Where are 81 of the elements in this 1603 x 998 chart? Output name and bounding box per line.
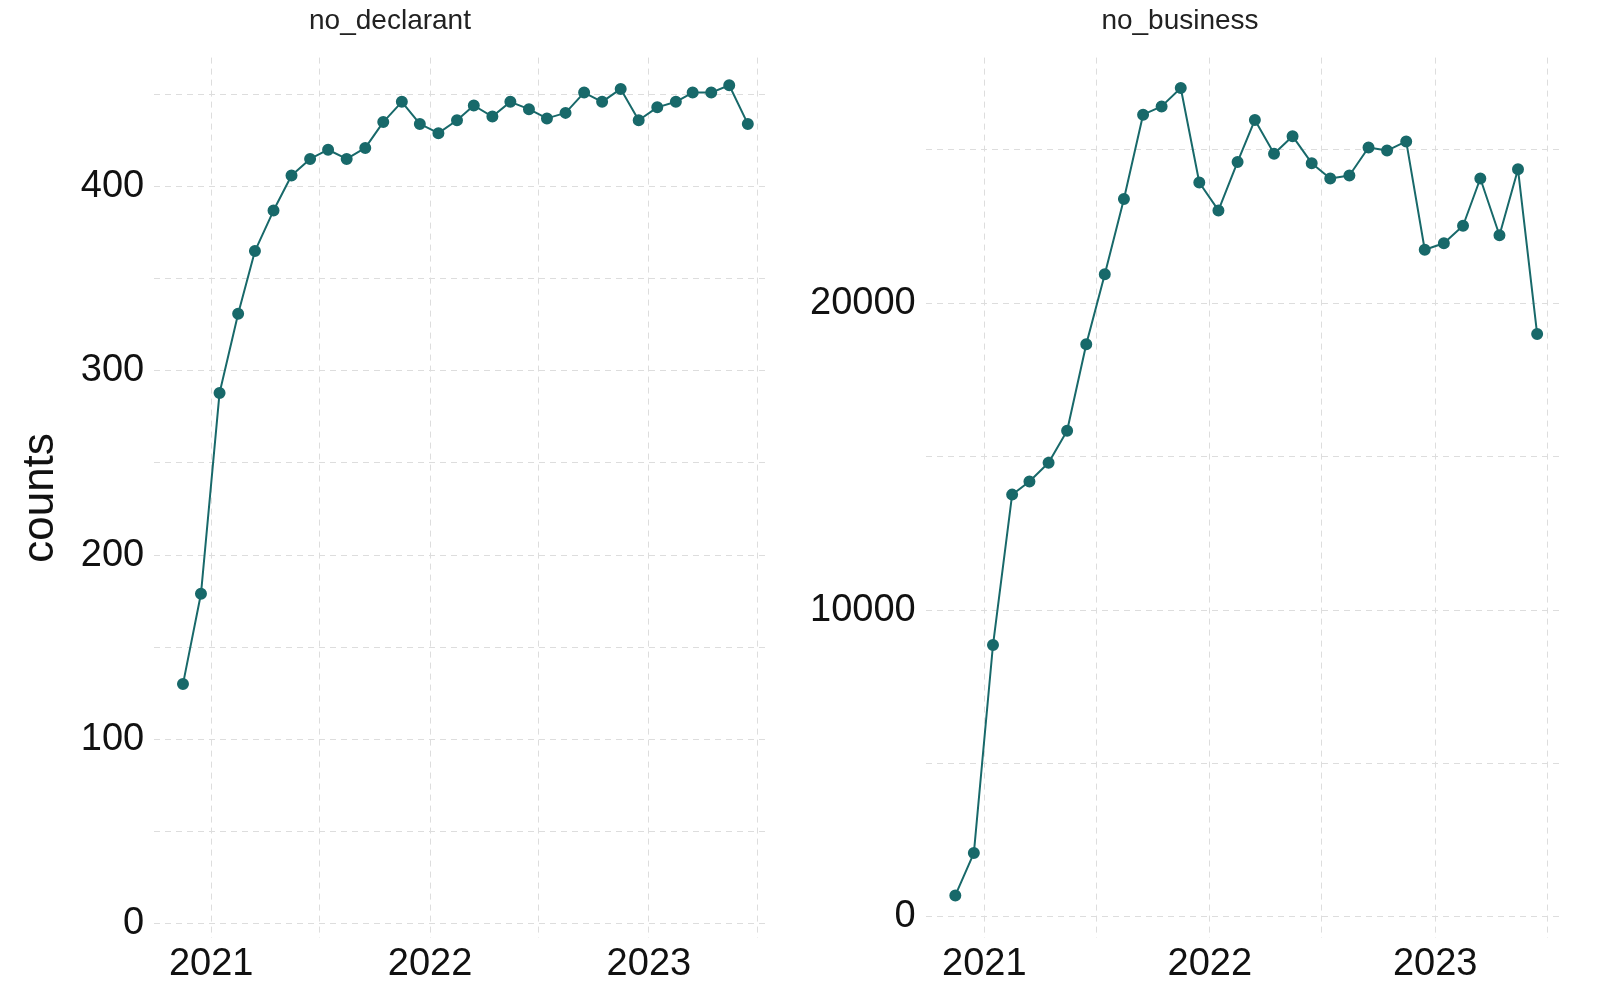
point	[1042, 456, 1055, 469]
point	[1381, 144, 1394, 157]
point	[359, 141, 372, 154]
point	[377, 116, 390, 129]
point	[194, 587, 207, 600]
point	[1193, 176, 1206, 189]
y-tick-label: 400	[80, 163, 145, 206]
y-tick-label: 200	[80, 531, 145, 574]
point	[504, 95, 517, 108]
x-tick-label: 2021	[942, 940, 1027, 983]
y-tick-label: 100	[80, 715, 145, 758]
point	[1324, 172, 1337, 185]
point	[632, 114, 645, 127]
point	[1023, 475, 1036, 488]
point	[176, 678, 189, 691]
point	[232, 307, 245, 320]
point	[1362, 141, 1375, 154]
point	[1286, 130, 1299, 143]
point	[1474, 172, 1487, 185]
point	[1231, 155, 1244, 168]
point	[1006, 488, 1019, 501]
point	[304, 152, 317, 165]
point	[1512, 163, 1524, 176]
point	[723, 79, 736, 92]
chart-title: no_business	[1101, 3, 1259, 35]
point	[596, 95, 609, 108]
point	[1155, 100, 1168, 113]
point	[467, 99, 480, 112]
point	[213, 386, 226, 399]
point	[267, 204, 280, 217]
point	[248, 245, 261, 258]
y-tick-label: 20000	[810, 279, 916, 322]
point	[1174, 81, 1187, 94]
point	[322, 143, 335, 156]
point	[559, 106, 572, 119]
x-tick-label: 2023	[606, 940, 692, 983]
point	[1305, 157, 1318, 170]
point	[1268, 147, 1281, 160]
point	[432, 127, 445, 140]
point	[686, 86, 699, 99]
point	[1098, 268, 1111, 281]
point	[1061, 424, 1074, 437]
point	[1212, 204, 1225, 217]
y-tick-label: 0	[123, 900, 145, 943]
point	[1437, 237, 1450, 250]
point	[949, 889, 962, 902]
y-axis-title: counts	[12, 433, 62, 563]
point	[340, 152, 353, 165]
point	[1531, 328, 1544, 341]
point	[1457, 219, 1470, 232]
point	[1400, 135, 1413, 148]
point	[967, 847, 980, 860]
point	[1248, 113, 1261, 126]
point	[451, 114, 463, 127]
point	[1117, 193, 1130, 206]
point	[741, 117, 754, 130]
y-tick-label: 300	[80, 347, 145, 390]
y-tick-label: 0	[894, 893, 916, 936]
point	[1137, 108, 1150, 121]
point	[651, 101, 664, 114]
chart-title: no_declarant	[309, 3, 472, 35]
point	[578, 86, 591, 99]
point	[486, 110, 499, 123]
x-tick-label: 2023	[1392, 940, 1478, 983]
point	[1343, 169, 1356, 182]
x-tick-label: 2021	[168, 940, 254, 983]
point	[540, 112, 553, 125]
point	[1418, 243, 1431, 256]
x-tick-label: 2022	[387, 940, 473, 983]
point	[986, 639, 999, 652]
point	[522, 103, 535, 116]
point	[1493, 229, 1506, 242]
point	[1080, 338, 1093, 351]
point	[705, 86, 718, 99]
y-tick-label: 10000	[810, 586, 916, 629]
point	[395, 95, 408, 108]
x-tick-label: 2022	[1167, 940, 1253, 983]
point	[285, 169, 298, 182]
point	[669, 95, 682, 108]
point	[413, 117, 426, 130]
point	[614, 82, 627, 95]
